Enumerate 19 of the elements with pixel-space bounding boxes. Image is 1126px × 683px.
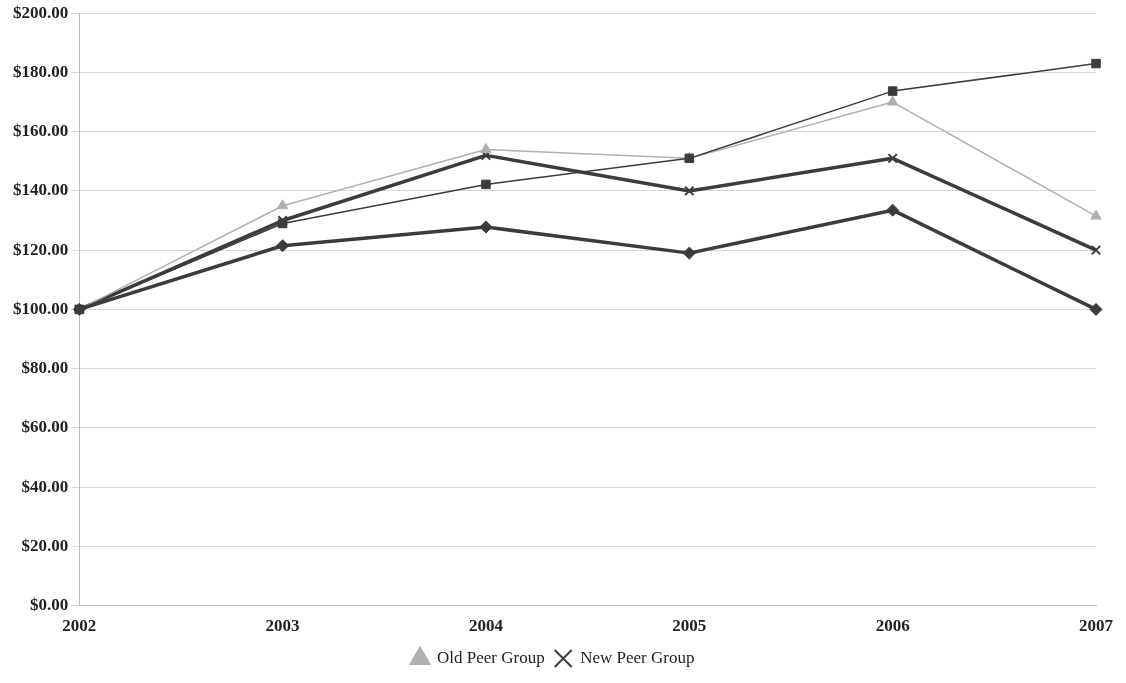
y-tick-label: $140.00 <box>13 180 69 200</box>
x-tick-label: 2004 <box>468 616 504 636</box>
x-tick-label: 2007 <box>1079 616 1114 636</box>
legend-label: New Peer Group <box>580 647 695 667</box>
y-tick-label: $0.00 <box>30 594 69 614</box>
x-tick-label: 2002 <box>62 616 97 636</box>
y-tick-label: $80.00 <box>21 358 69 378</box>
y-tick-label: $100.00 <box>13 298 69 318</box>
legend-label: Old Peer Group <box>437 647 545 667</box>
y-tick-label: $200.00 <box>13 2 69 22</box>
x-tick-label: 2003 <box>265 616 300 636</box>
y-tick-label: $20.00 <box>21 535 69 555</box>
y-tick-label: $180.00 <box>13 61 69 81</box>
y-tick-label: $60.00 <box>21 417 69 437</box>
x-tick-label: 2005 <box>672 616 707 636</box>
y-tick-label: $120.00 <box>13 239 69 259</box>
y-tick-label: $160.00 <box>13 121 69 141</box>
x-tick-label: 2006 <box>875 616 910 636</box>
y-tick-label: $40.00 <box>21 476 69 496</box>
